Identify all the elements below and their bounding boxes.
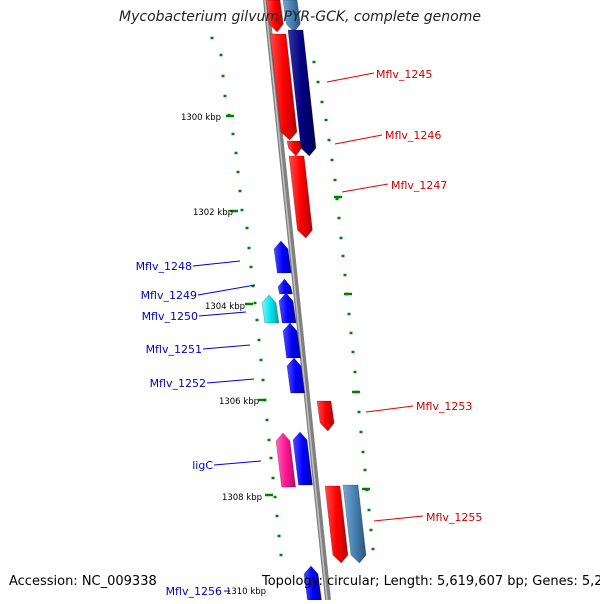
gene-mflv-1248[interactable] xyxy=(273,240,292,274)
gene-label-left[interactable]: Mflv_1256 xyxy=(166,585,222,598)
label-connector xyxy=(198,311,247,317)
label-connector xyxy=(373,515,424,522)
gene-mflv-1255-red[interactable] xyxy=(324,485,349,564)
gene-mflv-1249[interactable] xyxy=(277,278,293,295)
label-connector xyxy=(341,183,389,193)
gene-label-right[interactable]: Mflv_1245 xyxy=(376,68,432,81)
gene-mflv-1246[interactable] xyxy=(269,33,298,141)
label-connector xyxy=(326,72,375,83)
topology-text: Topology: circular; Length: 5,619,607 bp… xyxy=(262,574,600,589)
accession-text: Accession: NC_009338 xyxy=(9,574,157,589)
label-connector xyxy=(192,260,241,267)
gene-mflv-1251[interactable] xyxy=(282,322,302,359)
gene-mflv-1245[interactable] xyxy=(287,29,317,157)
gene-label-left[interactable]: Mflv_1248 xyxy=(136,260,192,273)
gene-feature[interactable] xyxy=(265,0,284,33)
genome-title: Mycobacterium gilvum PYR-GCK, complete g… xyxy=(119,9,481,25)
gene-label-right[interactable]: Mflv_1246 xyxy=(385,129,441,142)
ruler-label: 1310 kbp xyxy=(226,587,266,597)
gene-label-right[interactable]: Mflv_1247 xyxy=(391,179,447,192)
gene-label-left[interactable]: Mflv_1252 xyxy=(150,377,206,390)
genome-backbone-highlight xyxy=(264,0,328,601)
gene-label-left[interactable]: Mflv_1250 xyxy=(142,310,198,323)
ruler-label: 1300 kbp xyxy=(181,113,221,123)
gene-label-left[interactable]: Mflv_1249 xyxy=(141,289,197,302)
gene-label-right[interactable]: Mflv_1255 xyxy=(426,511,482,524)
ruler-label: 1308 kbp xyxy=(222,493,262,503)
label-connector xyxy=(206,378,255,384)
gene-feature-small[interactable] xyxy=(286,140,302,157)
label-connector xyxy=(202,344,251,350)
gene-label-left[interactable]: Mflv_1251 xyxy=(146,343,202,356)
gene-label-right[interactable]: Mflv_1253 xyxy=(416,400,472,413)
gene-mflv-1255[interactable] xyxy=(342,484,367,564)
gene-mflv-1253[interactable] xyxy=(316,400,335,432)
gene-mflv-1250[interactable] xyxy=(278,292,297,324)
gene-mflv-1247[interactable] xyxy=(288,155,313,239)
gene-feature[interactable] xyxy=(282,0,301,33)
genome-backbone-axis xyxy=(263,0,331,601)
label-connector xyxy=(213,460,262,466)
ruler-ticks xyxy=(210,36,375,557)
label-connector xyxy=(197,284,256,296)
ruler-label: 1306 kbp xyxy=(219,397,259,407)
ruler-label: 1302 kbp xyxy=(193,208,233,218)
gene-label-left[interactable]: ligC xyxy=(192,459,213,472)
gene-mflv-1250-cyan[interactable] xyxy=(261,294,280,324)
ruler-label: 1304 kbp xyxy=(205,302,245,312)
gene-ligc-partner[interactable] xyxy=(292,431,313,486)
gene-mflv-1252[interactable] xyxy=(286,357,306,394)
label-connector xyxy=(365,405,414,413)
label-connector xyxy=(334,134,383,145)
gene-ligc[interactable] xyxy=(275,432,297,488)
